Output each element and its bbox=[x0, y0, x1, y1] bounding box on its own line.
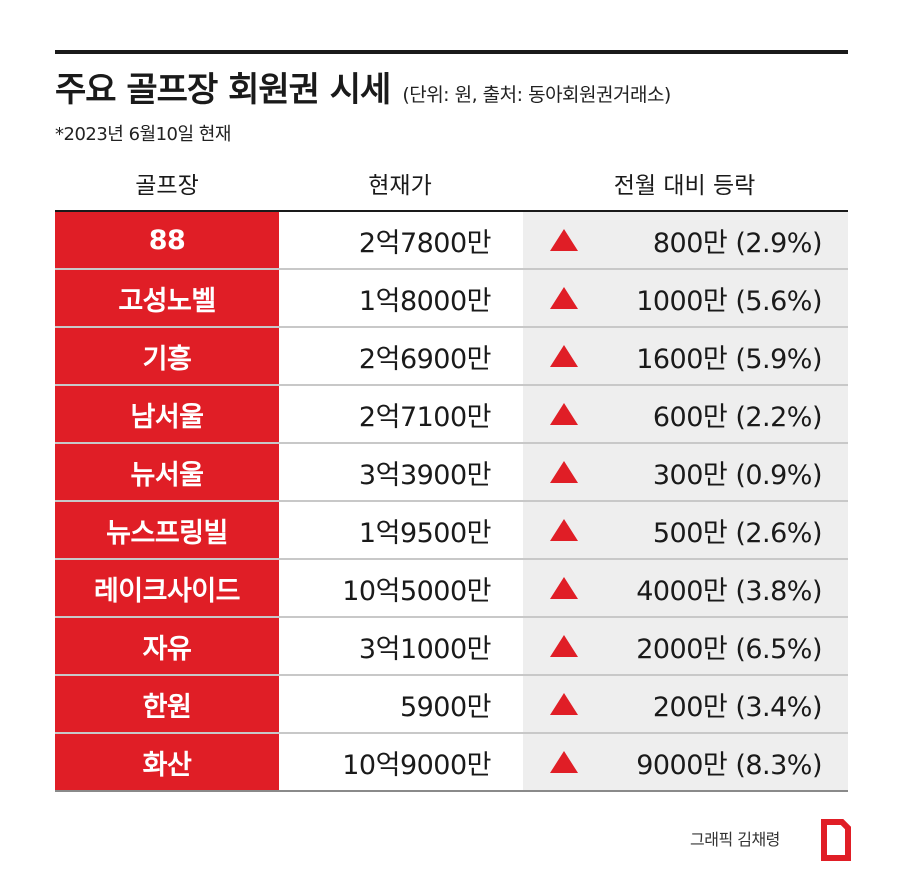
golf-course-name: 기흥 bbox=[55, 328, 279, 384]
monthly-change-cell: 1000만 (5.6%) bbox=[521, 270, 848, 326]
monthly-change-value: 1000만 (5.6%) bbox=[636, 285, 822, 317]
up-triangle-icon bbox=[550, 751, 578, 773]
table-row: 한원 5900만 200만 (3.4%) bbox=[55, 676, 848, 734]
monthly-change-cell: 500만 (2.6%) bbox=[521, 502, 848, 558]
current-price: 10억5000만 bbox=[279, 560, 521, 616]
golf-course-name: 레이크사이드 bbox=[55, 560, 279, 616]
table-row: 기흥 2억6900만 1600만 (5.9%) bbox=[55, 328, 848, 386]
monthly-change-cell: 2000만 (6.5%) bbox=[521, 618, 848, 674]
golf-course-name: 남서울 bbox=[55, 386, 279, 442]
table-row: 남서울 2억7100만 600만 (2.2%) bbox=[55, 386, 848, 444]
table-header: 골프장 현재가 전월 대비 등락 bbox=[55, 156, 848, 212]
donga-logo-icon bbox=[821, 819, 851, 861]
graphic-credit: 그래픽 김채령 bbox=[690, 830, 780, 849]
table-row: 레이크사이드 10억5000만 4000만 (3.8%) bbox=[55, 560, 848, 618]
current-price: 3억3900만 bbox=[279, 444, 521, 500]
monthly-change-value: 200만 (3.4%) bbox=[652, 691, 823, 723]
monthly-change-cell: 300만 (0.9%) bbox=[521, 444, 848, 500]
column-header-golf-course: 골프장 bbox=[135, 173, 199, 199]
monthly-change-cell: 600만 (2.2%) bbox=[521, 386, 848, 442]
golf-course-name: 화산 bbox=[55, 734, 279, 790]
date-note: *2023년 6월10일 현재 bbox=[55, 124, 231, 145]
top-rule bbox=[55, 50, 848, 54]
unit-source-note: (단위: 원, 출처: 동아회원권거래소) bbox=[402, 84, 671, 106]
up-triangle-icon bbox=[550, 403, 578, 425]
current-price: 3억1000만 bbox=[279, 618, 521, 674]
title-row: 주요 골프장 회원권 시세 (단위: 원, 출처: 동아회원권거래소) bbox=[55, 62, 855, 112]
table-row: 뉴서울 3억3900만 300만 (0.9%) bbox=[55, 444, 848, 502]
monthly-change-cell: 1600만 (5.9%) bbox=[521, 328, 848, 384]
up-triangle-icon bbox=[550, 693, 578, 715]
table-row: 화산 10억9000만 9000만 (8.3%) bbox=[55, 734, 848, 792]
monthly-change-value: 800만 (2.9%) bbox=[652, 227, 823, 259]
monthly-change-value: 9000만 (8.3%) bbox=[636, 749, 822, 781]
up-triangle-icon bbox=[550, 635, 578, 657]
table-row: 88 2억7800만 800만 (2.9%) bbox=[55, 212, 848, 270]
chart-title: 주요 골프장 회원권 시세 bbox=[55, 70, 391, 110]
golf-course-name: 뉴서울 bbox=[55, 444, 279, 500]
up-triangle-icon bbox=[550, 287, 578, 309]
table-row: 고성노벨 1억8000만 1000만 (5.6%) bbox=[55, 270, 848, 328]
table-row: 자유 3억1000만 2000만 (6.5%) bbox=[55, 618, 848, 676]
monthly-change-cell: 9000만 (8.3%) bbox=[521, 734, 848, 790]
current-price: 2억7100만 bbox=[279, 386, 521, 442]
up-triangle-icon bbox=[550, 229, 578, 251]
table-row: 뉴스프링빌 1억9500만 500만 (2.6%) bbox=[55, 502, 848, 560]
monthly-change-cell: 4000만 (3.8%) bbox=[521, 560, 848, 616]
golf-course-name: 고성노벨 bbox=[55, 270, 279, 326]
current-price: 5900만 bbox=[279, 676, 521, 732]
monthly-change-value: 600만 (2.2%) bbox=[652, 401, 823, 433]
current-price: 1억8000만 bbox=[279, 270, 521, 326]
current-price: 10억9000만 bbox=[279, 734, 521, 790]
column-header-monthly-change: 전월 대비 등락 bbox=[613, 173, 756, 199]
up-triangle-icon bbox=[550, 577, 578, 599]
price-table: 골프장 현재가 전월 대비 등락 88 2억7800만 800만 (2.9%) 고성노… bbox=[55, 156, 848, 792]
current-price: 2억7800만 bbox=[279, 212, 521, 268]
monthly-change-value: 500만 (2.6%) bbox=[652, 517, 823, 549]
monthly-change-value: 4000만 (3.8%) bbox=[636, 575, 822, 607]
up-triangle-icon bbox=[550, 345, 578, 367]
golf-course-name: 자유 bbox=[55, 618, 279, 674]
current-price: 1억9500만 bbox=[279, 502, 521, 558]
golf-course-name: 뉴스프링빌 bbox=[55, 502, 279, 558]
monthly-change-cell: 800만 (2.9%) bbox=[521, 212, 848, 268]
golf-course-name: 88 bbox=[55, 212, 279, 268]
up-triangle-icon bbox=[550, 461, 578, 483]
monthly-change-value: 300만 (0.9%) bbox=[652, 459, 823, 491]
table-body: 88 2억7800만 800만 (2.9%) 고성노벨 1억8000만 1000만 (5.… bbox=[55, 212, 848, 792]
monthly-change-value: 2000만 (6.5%) bbox=[636, 633, 822, 665]
monthly-change-cell: 200만 (3.4%) bbox=[521, 676, 848, 732]
monthly-change-value: 1600만 (5.9%) bbox=[636, 343, 822, 375]
current-price: 2억6900만 bbox=[279, 328, 521, 384]
golf-course-name: 한원 bbox=[55, 676, 279, 732]
column-header-current-price: 현재가 bbox=[368, 173, 432, 199]
up-triangle-icon bbox=[550, 519, 578, 541]
